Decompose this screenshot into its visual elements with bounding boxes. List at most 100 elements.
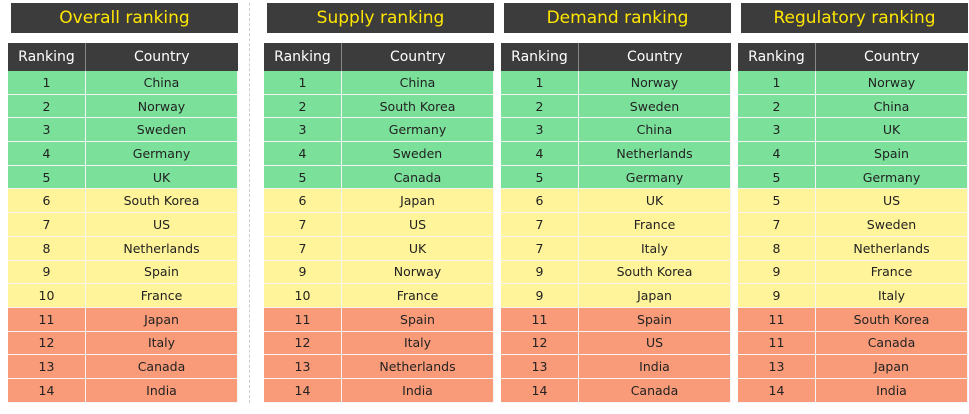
country-cell: Italy <box>341 331 494 356</box>
column-header: Country <box>341 43 494 71</box>
rank-cell: 9 <box>264 260 342 285</box>
rank-cell: 14 <box>738 378 816 403</box>
table-row: 3 Sweden <box>8 117 238 143</box>
table-row: 3 China <box>501 117 731 143</box>
rank-cell: 4 <box>264 141 342 166</box>
supply-ranking-panel: Supply ranking Ranking Country 1 China 2 South… <box>264 3 494 403</box>
country-cell: Italy <box>815 283 968 308</box>
regulatory-ranking-panel: Regulatory ranking Ranking Country 1 Norway 2… <box>738 3 968 403</box>
rank-cell: 13 <box>738 354 816 379</box>
country-cell: UK <box>578 188 731 214</box>
rank-cell: 7 <box>264 236 342 261</box>
country-cell: Germany <box>341 117 494 143</box>
table-row: 7 US <box>264 212 494 237</box>
rank-cell: 5 <box>738 188 816 214</box>
country-cell: Spain <box>341 307 494 332</box>
country-cell: Sweden <box>341 141 494 166</box>
rank-cell: 7 <box>738 212 816 237</box>
country-cell: Netherlands <box>578 141 731 166</box>
table-row: 8 Netherlands <box>738 236 968 261</box>
rank-cell: 2 <box>738 94 816 119</box>
table-row: 12 Italy <box>264 331 494 356</box>
country-cell: Japan <box>341 188 494 214</box>
table-row: 9 Italy <box>738 283 968 308</box>
table-row: 2 South Korea <box>264 94 494 119</box>
rank-cell: 3 <box>8 117 86 143</box>
rank-cell: 3 <box>738 117 816 143</box>
rank-cell: 1 <box>501 71 579 95</box>
rank-cell: 6 <box>8 188 86 214</box>
rank-cell: 6 <box>264 188 342 214</box>
rank-cell: 8 <box>738 236 816 261</box>
table-row: 11 South Korea <box>738 307 968 332</box>
country-cell: France <box>341 283 494 308</box>
rank-cell: 9 <box>8 260 86 285</box>
rank-cell: 7 <box>501 236 579 261</box>
rank-cell: 13 <box>264 354 342 379</box>
table-row: 10 France <box>8 283 238 308</box>
table-row: 13 Canada <box>8 354 238 379</box>
rank-cell: 14 <box>264 378 342 403</box>
country-cell: China <box>85 71 238 95</box>
rank-cell: 3 <box>501 117 579 143</box>
country-cell: Norway <box>578 71 731 95</box>
country-cell: India <box>341 378 494 403</box>
country-cell: Italy <box>85 331 238 356</box>
country-cell: Spain <box>578 307 731 332</box>
country-cell: Norway <box>85 94 238 119</box>
table-row: 11 Spain <box>264 307 494 332</box>
table-row: 4 Sweden <box>264 141 494 166</box>
rank-cell: 1 <box>8 71 86 95</box>
rank-cell: 1 <box>264 71 342 95</box>
rank-cell: 4 <box>501 141 579 166</box>
rank-cell: 10 <box>264 283 342 308</box>
rank-cell: 13 <box>8 354 86 379</box>
rank-cell: 4 <box>738 141 816 166</box>
table-row: 9 South Korea <box>501 260 731 285</box>
country-cell: Spain <box>815 141 968 166</box>
demand-ranking-panel: Demand ranking Ranking Country 1 Norway 2 Swed… <box>501 3 731 403</box>
rank-cell: 11 <box>738 331 816 356</box>
country-cell: India <box>815 378 968 403</box>
country-cell: Sweden <box>815 212 968 237</box>
rank-cell: 2 <box>501 94 579 119</box>
country-cell: US <box>815 188 968 214</box>
column-header: Ranking <box>501 43 579 71</box>
country-cell: UK <box>815 117 968 143</box>
table-row: 11 Spain <box>501 307 731 332</box>
country-cell: Sweden <box>85 117 238 143</box>
country-cell: Norway <box>815 71 968 95</box>
country-cell: US <box>578 331 731 356</box>
country-cell: Canada <box>578 378 731 403</box>
table-row: 6 UK <box>501 188 731 214</box>
rank-cell: 2 <box>8 94 86 119</box>
rank-cell: 5 <box>8 165 86 190</box>
table-row: 1 Norway <box>738 71 968 95</box>
regulatory-ranking-table: Ranking Country 1 Norway 2 China 3 UK 4 Spain 5 Ger… <box>738 43 968 403</box>
rank-cell: 11 <box>264 307 342 332</box>
country-cell: Italy <box>578 236 731 261</box>
rank-cell: 14 <box>8 378 86 403</box>
supply-ranking-table: Ranking Country 1 China 2 South Korea 3 Germany… <box>264 43 494 403</box>
rank-cell: 11 <box>738 307 816 332</box>
country-cell: Norway <box>341 260 494 285</box>
country-cell: Germany <box>815 165 968 190</box>
country-cell: Japan <box>815 354 968 379</box>
country-cell: South Korea <box>85 188 238 214</box>
rank-cell: 7 <box>501 212 579 237</box>
table-row: 6 Japan <box>264 188 494 214</box>
rank-cell: 5 <box>501 165 579 190</box>
panel-title: Supply ranking <box>267 3 494 33</box>
table-row: 5 US <box>738 188 968 214</box>
table-row: 11 Japan <box>8 307 238 332</box>
rank-cell: 12 <box>8 331 86 356</box>
country-cell: South Korea <box>815 307 968 332</box>
rank-cell: 9 <box>738 283 816 308</box>
rank-cell: 4 <box>8 141 86 166</box>
table-row: 1 China <box>8 71 238 95</box>
table-row: 9 Spain <box>8 260 238 285</box>
rank-cell: 1 <box>738 71 816 95</box>
rank-cell: 13 <box>501 354 579 379</box>
country-cell: UK <box>85 165 238 190</box>
country-cell: Japan <box>85 307 238 332</box>
